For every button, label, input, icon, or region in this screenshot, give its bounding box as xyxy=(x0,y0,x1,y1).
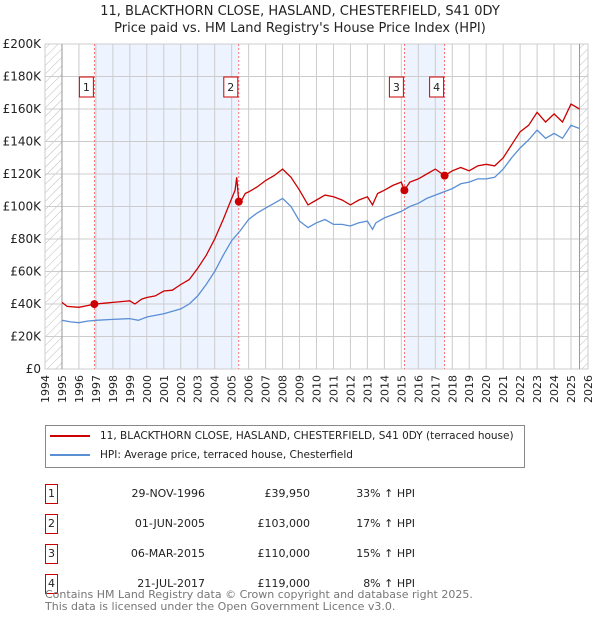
transaction-label: 4 xyxy=(433,81,440,94)
x-tick-label: 2019 xyxy=(463,375,476,403)
hpi-line xyxy=(61,124,580,324)
x-tick-label: 2002 xyxy=(175,375,188,403)
y-tick-label: £100K xyxy=(3,200,43,214)
x-tick-label: 2014 xyxy=(378,375,391,403)
x-tick-label: 2018 xyxy=(446,375,459,403)
transaction-label: 1 xyxy=(83,81,90,94)
x-tick-label: 2020 xyxy=(480,375,493,403)
y-tick-label: £160K xyxy=(3,102,43,116)
y-tick-label: £200K xyxy=(3,37,43,51)
footer-licence: This data is licensed under the Open Gov… xyxy=(45,599,396,613)
footer: Contains HM Land Registry data © Crown c… xyxy=(45,589,473,612)
legend-label-property: 11, BLACKTHORN CLOSE, HASLAND, CHESTERFI… xyxy=(100,430,514,442)
transaction-hpi-diff: 17% ↑ HPI xyxy=(356,517,415,530)
transaction-label: 3 xyxy=(393,81,400,94)
y-tick-label: £40K xyxy=(10,297,42,311)
transaction-row: 2 01-JUN-2005 £103,000 17% ↑ HPI xyxy=(45,514,545,534)
x-tick-label: 2016 xyxy=(412,375,425,403)
legend-label-hpi: HPI: Average price, terraced house, Ches… xyxy=(100,449,353,461)
transaction-date: 06-MAR-2015 xyxy=(130,547,205,560)
sale-point xyxy=(440,171,449,180)
y-tick-label: £0 xyxy=(26,362,41,376)
x-tick-label: 2023 xyxy=(531,375,544,403)
x-tick-label: 2013 xyxy=(361,375,374,403)
transaction-number: 2 xyxy=(45,514,58,534)
transaction-label-box xyxy=(223,76,239,98)
x-tick-label: 2008 xyxy=(277,375,290,403)
x-tick-label: 2001 xyxy=(158,375,171,403)
y-tick-label: £20K xyxy=(10,330,42,344)
sale-point xyxy=(234,197,243,206)
x-tick-label: 2005 xyxy=(226,375,239,403)
x-tick-label: 2006 xyxy=(243,375,256,403)
x-tick-label: 2015 xyxy=(395,375,408,403)
x-tick-label: 2009 xyxy=(294,375,307,403)
transaction-number: 4 xyxy=(45,574,58,594)
y-tick-label: £80K xyxy=(10,232,42,246)
chart-title: 11, BLACKTHORN CLOSE, HASLAND, CHESTERFI… xyxy=(100,4,500,19)
plot-area: 1994 1995 1996 1997 1998 1999 2000 2001 2002 2003… xyxy=(3,37,595,403)
x-tick-label: 1996 xyxy=(73,375,86,403)
transaction-label-box xyxy=(78,76,94,98)
transaction-hpi-diff: 8% ↑ HPI xyxy=(363,577,415,590)
x-tick-label: 2026 xyxy=(582,375,595,403)
x-tick-label: 2017 xyxy=(429,375,442,403)
x-tick-label: 1999 xyxy=(124,375,137,403)
x-tick-label: 1998 xyxy=(107,375,120,403)
transaction-number: 1 xyxy=(45,484,58,504)
y-tick-label: £60K xyxy=(10,265,42,279)
transaction-number: 3 xyxy=(45,544,58,564)
legend-blue-line xyxy=(50,454,90,456)
x-tick-label: 2025 xyxy=(565,375,578,403)
transaction-label-box xyxy=(429,76,445,98)
footer-copyright: Contains HM Land Registry data © Crown c… xyxy=(45,588,473,601)
x-tick-label: 2004 xyxy=(209,375,222,403)
sale-point xyxy=(400,186,409,195)
x-tick-label: 2024 xyxy=(548,375,561,403)
x-tick-label: 2000 xyxy=(141,375,154,403)
transaction-price: £119,000 xyxy=(257,577,311,590)
x-tick-label: 2021 xyxy=(497,375,510,403)
transaction-label-box xyxy=(388,76,404,98)
transaction-date: 29-NOV-1996 xyxy=(131,487,205,500)
x-tick-label: 1994 xyxy=(39,375,52,403)
x-tick-label: 2007 xyxy=(260,375,273,403)
price-paid-line xyxy=(61,103,580,308)
x-tick-label: 2003 xyxy=(192,375,205,403)
x-tick-label: 2022 xyxy=(514,375,527,403)
y-tick-label: £140K xyxy=(3,135,43,149)
transaction-date: 21-JUL-2017 xyxy=(137,577,205,590)
transaction-label: 2 xyxy=(227,81,234,94)
y-tick-label: £120K xyxy=(3,167,43,181)
x-tick-label: 2010 xyxy=(311,375,324,403)
transaction-price: £110,000 xyxy=(257,547,311,560)
legend: 11, BLACKTHORN CLOSE, HASLAND, CHESTERFI… xyxy=(45,425,525,468)
x-tick-label: 2012 xyxy=(344,375,357,403)
transaction-price: £39,950 xyxy=(264,487,311,500)
transaction-hpi-diff: 33% ↑ HPI xyxy=(356,487,415,500)
chart-subtitle: Price paid vs. HM Land Registry's House … xyxy=(114,21,486,36)
y-tick-label: £180K xyxy=(3,70,43,84)
transaction-row: 1 29-NOV-1996 £39,950 33% ↑ HPI xyxy=(45,484,545,504)
x-tick-label: 1995 xyxy=(56,375,69,403)
x-tick-label: 2011 xyxy=(327,375,340,403)
transaction-row: 3 06-MAR-2015 £110,000 15% ↑ HPI xyxy=(45,544,545,564)
x-tick-label: 1997 xyxy=(90,375,103,403)
transaction-hpi-diff: 15% ↑ HPI xyxy=(356,547,415,560)
sale-point xyxy=(90,300,99,309)
legend-red-line xyxy=(50,435,90,437)
transaction-date: 01-JUN-2005 xyxy=(134,517,205,530)
transaction-row: 4 21-JUL-2017 £119,000 8% ↑ HPI xyxy=(45,574,545,594)
transaction-price: £103,000 xyxy=(257,517,311,530)
